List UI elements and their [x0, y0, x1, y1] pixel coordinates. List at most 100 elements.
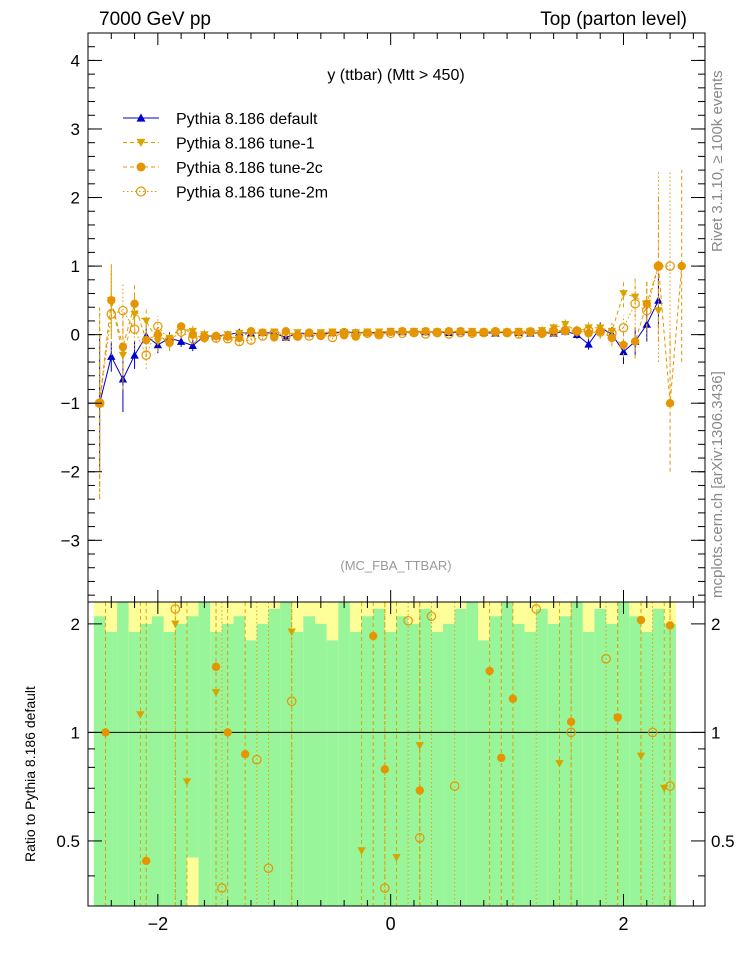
- ratio-point: [426, 611, 437, 622]
- data-point: [269, 328, 280, 339]
- x-tick-label: −2: [148, 914, 169, 934]
- ratio-point: [182, 778, 192, 786]
- data-point: [130, 299, 139, 308]
- data-point: [350, 329, 361, 339]
- ratio-point: [508, 694, 518, 703]
- data-point: [293, 332, 302, 341]
- ratio-point: [263, 863, 274, 874]
- ratio-point: [211, 689, 221, 697]
- ratio-point: [449, 781, 460, 791]
- data-point: [561, 320, 570, 329]
- band-inner-bin: [338, 602, 350, 906]
- legend: Pythia 8.186 default Pythia 8.186 tune-1 P…: [123, 111, 328, 202]
- ratio-point: [647, 727, 658, 738]
- ratio-point: [211, 662, 221, 672]
- main-y-tick-label: 0: [71, 326, 80, 345]
- ratio-point: [665, 781, 675, 791]
- ratio-point: [601, 654, 611, 664]
- data-point: [502, 327, 512, 338]
- band-inner-bin: [315, 623, 327, 906]
- data-point: [537, 328, 547, 339]
- band-inner-bin: [210, 631, 222, 906]
- band-inner-bin: [524, 631, 537, 906]
- data-point: [374, 329, 384, 340]
- ratio-y-tick-label: 0.5: [56, 832, 80, 851]
- ratio-point: [223, 728, 232, 737]
- legend-label: Pythia 8.186 tune-2c: [176, 160, 323, 177]
- ratio-point: [287, 628, 296, 637]
- data-point: [618, 322, 629, 333]
- data-point: [607, 328, 617, 339]
- ratio-point: [136, 711, 145, 719]
- data-point: [665, 261, 675, 271]
- data-point: [153, 321, 163, 332]
- ratio-point: [170, 604, 181, 614]
- band-inner-bin: [594, 608, 607, 906]
- main-y-tick-label: −1: [61, 394, 80, 413]
- data-point: [223, 332, 232, 341]
- data-point: [234, 336, 245, 347]
- data-point: [526, 327, 535, 337]
- data-point: [211, 331, 221, 341]
- data-point: [491, 327, 500, 336]
- data-point: [584, 329, 593, 338]
- data-point: [142, 317, 151, 326]
- data-point: [246, 335, 256, 345]
- ratio-point: [392, 854, 401, 862]
- band-inner-bin: [617, 602, 630, 906]
- ratio-point: [380, 765, 390, 774]
- band-inner-bin: [512, 623, 525, 906]
- ratio-point: [286, 696, 297, 707]
- ratio-point: [566, 727, 576, 738]
- ratio-point: [613, 713, 622, 722]
- band-inner-bin: [559, 616, 572, 906]
- band-inner-bin: [256, 623, 269, 906]
- ratio-point: [217, 883, 227, 893]
- data-point: [619, 290, 628, 298]
- band-inner-bin: [501, 602, 513, 906]
- data-point: [630, 293, 640, 302]
- data-point: [654, 296, 663, 304]
- data-point: [304, 331, 314, 341]
- data-point: [560, 325, 571, 336]
- band-inner-bin: [419, 608, 432, 906]
- data-point: [270, 328, 279, 337]
- band-inner-bin: [268, 608, 281, 906]
- data-point: [479, 327, 489, 338]
- data-point: [444, 327, 454, 336]
- chart-title: y (ttbar) (Mtt > 450): [327, 67, 464, 84]
- ratio-plot-frame: [87, 601, 706, 907]
- data-point: [107, 296, 116, 305]
- band-inner-bin: [384, 631, 397, 906]
- header-right-text: Top (parton level): [540, 9, 687, 30]
- band-inner-bin: [431, 631, 444, 906]
- data-point: [222, 333, 233, 344]
- band-inner-bin: [349, 631, 362, 906]
- data-point: [630, 298, 640, 309]
- band-inner-bin: [175, 623, 187, 906]
- data-point: [129, 324, 140, 334]
- data-point: [421, 327, 430, 336]
- series-3: [94, 170, 675, 500]
- data-point: [653, 261, 664, 271]
- data-point: [176, 327, 186, 337]
- band-inner-bin: [652, 608, 665, 906]
- series-line: [99, 300, 659, 404]
- legend-label: Pythia 8.186 tune-2m: [176, 185, 328, 202]
- main-axes: −3 −2 −1 0 1 2 3 4: [61, 33, 705, 602]
- data-point: [677, 261, 686, 271]
- band-inner-bin: [291, 631, 304, 906]
- data-point: [118, 351, 128, 360]
- band-inner-bin: [629, 616, 641, 906]
- main-y-tick-label: −2: [61, 463, 80, 482]
- data-point: [316, 329, 326, 340]
- band-inner-bin: [408, 623, 420, 906]
- data-point: [199, 332, 210, 343]
- legend-label: Pythia 8.186 tune-1: [176, 136, 315, 153]
- legend-marker: [136, 138, 146, 147]
- band-inner-bin: [117, 602, 129, 906]
- main-y-tick-label: 3: [71, 120, 80, 139]
- band-inner-bin: [477, 640, 490, 906]
- data-point: [479, 327, 489, 337]
